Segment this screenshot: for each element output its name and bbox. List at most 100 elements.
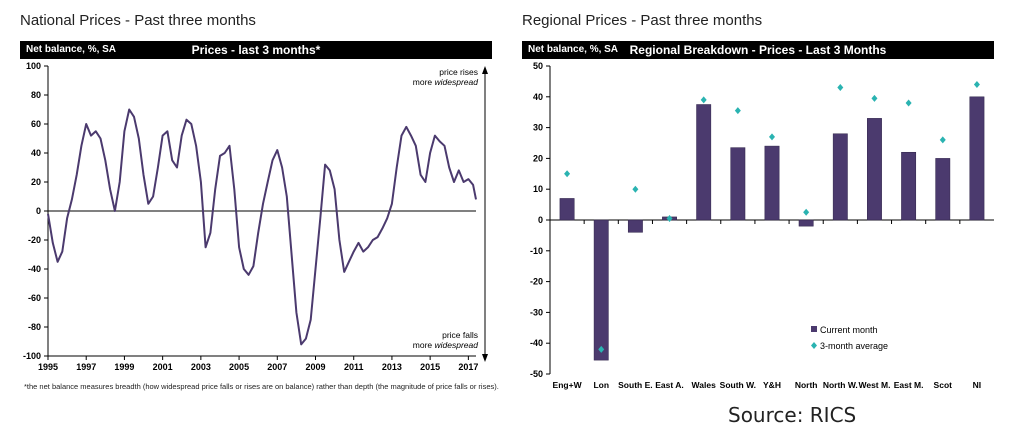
marker-3-month-average xyxy=(700,96,707,104)
left-chart-header-bar: Prices - last 3 months* Net balance, %, … xyxy=(20,41,492,59)
bar-chart-y-tick-label: 30 xyxy=(533,123,543,133)
bar-chart-y-tick-label: 20 xyxy=(533,153,543,163)
annotation-rises-line1: price rises xyxy=(439,67,478,77)
line-chart-y-tick-label: 80 xyxy=(31,90,41,100)
bar-chart-category-label: South E. xyxy=(618,380,652,390)
bar-chart-category-label: North W. xyxy=(823,380,858,390)
marker-3-month-average xyxy=(939,136,946,144)
bar-chart-y-tick-label: 50 xyxy=(533,61,543,71)
marker-3-month-average xyxy=(598,345,605,353)
legend-current-month: Current month xyxy=(820,325,878,335)
annotation-falls-line2: more widespread xyxy=(413,340,478,350)
left-chart-unit-label: Net balance, %, SA xyxy=(26,44,117,55)
bar-current-month xyxy=(798,219,814,227)
bar-chart-category-label: Wales xyxy=(692,380,717,390)
marker-3-month-average xyxy=(666,214,673,222)
bar-chart-category-label: East M. xyxy=(894,380,924,390)
line-chart-x-tick-label: 2003 xyxy=(191,362,211,372)
bar-chart-category-label: NI xyxy=(973,380,982,390)
marker-3-month-average xyxy=(871,94,878,102)
line-chart-y-tick-label: 40 xyxy=(31,148,41,158)
bar-chart-category-label: Eng+W xyxy=(553,380,583,390)
annotation-rises-widespread: widespread xyxy=(435,77,479,87)
bar-current-month xyxy=(867,118,882,221)
line-chart-x-tick-label: 2011 xyxy=(344,362,364,372)
line-chart-y-tick-label: 100 xyxy=(26,61,41,71)
right-chart-unit-label: Net balance, %, SA xyxy=(528,44,619,55)
arrow-up-icon xyxy=(482,66,488,74)
left-chart-footnote: *the net balance measures breadth (how w… xyxy=(24,382,499,391)
line-chart-x-tick-label: 2009 xyxy=(305,362,325,372)
bar-current-month xyxy=(901,151,917,221)
annotation-falls-widespread: widespread xyxy=(435,340,479,350)
bar-chart-category-label: North xyxy=(795,380,818,390)
right-chart-header-bar: Regional Breakdown - Prices - Last 3 Mon… xyxy=(522,41,994,59)
line-chart-y-tick-label: -40 xyxy=(28,264,41,274)
bar-chart-legend: Current month 3-month average xyxy=(811,325,888,351)
bar-current-month xyxy=(832,133,848,221)
line-chart-y-tick-label: -100 xyxy=(23,351,41,361)
line-chart-annotations: price rises more widespread price falls … xyxy=(413,67,478,350)
marker-3-month-average xyxy=(564,170,571,178)
line-chart-y-tick-label: 20 xyxy=(31,177,41,187)
right-panel-heading: Regional Prices - Past three months xyxy=(522,12,763,29)
annotation-rises-line2: more widespread xyxy=(413,77,478,87)
line-chart-x-tick-label: 2007 xyxy=(267,362,287,372)
line-chart-y-tick-label: -80 xyxy=(28,322,41,332)
bar-chart-y-tick-label: -40 xyxy=(530,338,543,348)
line-chart-x-tick-label: 2013 xyxy=(382,362,402,372)
line-chart-x-tick-label: 2015 xyxy=(420,362,440,372)
bar-chart-bars xyxy=(559,96,985,361)
marker-3-month-average xyxy=(837,84,844,92)
bar-chart-y-tick-label: -50 xyxy=(530,369,543,379)
bar-current-month xyxy=(696,104,712,221)
arrow-down-icon xyxy=(482,354,488,362)
bar-current-month xyxy=(935,158,951,221)
bar-chart-y-tick-label: 0 xyxy=(538,215,543,225)
marker-3-month-average xyxy=(905,99,912,107)
legend-bar-swatch xyxy=(811,326,817,332)
left-panel-heading: National Prices - Past three months xyxy=(20,12,256,29)
marker-3-month-average xyxy=(734,107,741,115)
bar-chart-category-label: Y&H xyxy=(763,380,781,390)
legend-3-month-average: 3-month average xyxy=(820,341,888,351)
annotation-falls-more: more xyxy=(413,340,435,350)
bar-chart-y-tick-label: 10 xyxy=(533,184,543,194)
left-chart-title: Prices - last 3 months* xyxy=(191,43,321,57)
line-chart-arrows xyxy=(482,66,488,362)
bar-current-month xyxy=(730,147,746,221)
legend-diamond-swatch xyxy=(811,342,817,349)
line-chart-y-tick-label: 0 xyxy=(36,206,41,216)
bar-current-month xyxy=(593,219,609,361)
line-chart-axes: -100 -80 -60 -40 -20 0 20 40 60 80 100 1995 1997 1999… xyxy=(23,61,478,372)
marker-3-month-average xyxy=(973,80,980,88)
marker-3-month-average xyxy=(769,133,775,141)
bar-chart-y-tick-label: -20 xyxy=(530,277,543,287)
line-chart-x-tick-label: 2005 xyxy=(229,362,249,372)
right-chart-title: Regional Breakdown - Prices - Last 3 Mon… xyxy=(629,43,887,57)
national-prices-series-line xyxy=(47,108,477,346)
annotation-rises-more: more xyxy=(413,77,435,87)
bar-chart-y-tick-label: 40 xyxy=(533,92,543,102)
bar-current-month xyxy=(559,198,575,221)
marker-3-month-average xyxy=(803,208,810,216)
line-chart-y-tick-label: 60 xyxy=(31,119,41,129)
line-chart-series xyxy=(47,108,477,346)
line-chart-x-tick-label: 2017 xyxy=(458,362,478,372)
bar-chart-y-tick-label: -30 xyxy=(530,307,543,317)
line-chart-x-tick-label: 1995 xyxy=(38,362,58,372)
marker-3-month-average xyxy=(632,185,639,193)
bar-chart-category-label: West M. xyxy=(858,380,890,390)
bar-chart-axes: -50 -40 -30 -20 -10 0 10 20 30 40 50 Eng+W Lon South … xyxy=(530,61,994,390)
bar-chart-category-label: Lon xyxy=(593,380,609,390)
bar-current-month xyxy=(969,96,985,221)
line-chart-x-tick-label: 1999 xyxy=(114,362,134,372)
bar-chart-y-tick-label: -10 xyxy=(530,246,543,256)
line-chart-y-tick-label: -60 xyxy=(28,293,41,303)
bar-chart-category-label: East A. xyxy=(655,380,684,390)
line-chart-x-tick-label: 1997 xyxy=(76,362,96,372)
bar-chart-markers xyxy=(564,80,980,353)
source-label: Source: RICS xyxy=(728,403,857,427)
line-chart-x-tick-label: 2001 xyxy=(153,362,173,372)
